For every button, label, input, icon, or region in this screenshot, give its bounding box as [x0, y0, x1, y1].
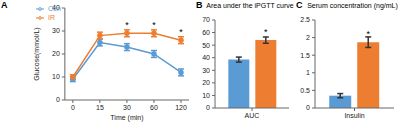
svg-text:120: 120 — [175, 104, 187, 111]
svg-text:40: 40 — [52, 4, 60, 11]
svg-text:10: 10 — [202, 92, 210, 99]
svg-text:0: 0 — [206, 104, 210, 111]
svg-text:*: * — [152, 20, 156, 30]
svg-text:0: 0 — [306, 104, 310, 111]
svg-text:0: 0 — [71, 104, 75, 111]
svg-text:*: * — [366, 29, 370, 39]
svg-text:15: 15 — [96, 104, 104, 111]
svg-text:60: 60 — [150, 104, 158, 111]
svg-text:20: 20 — [202, 79, 210, 86]
svg-text:30: 30 — [123, 104, 131, 111]
svg-text:70: 70 — [202, 16, 210, 23]
svg-text:60: 60 — [202, 29, 210, 36]
svg-text:20: 20 — [52, 50, 60, 57]
svg-text:Insulin: Insulin — [344, 112, 364, 119]
svg-text:10: 10 — [52, 73, 60, 80]
svg-text:1: 1 — [306, 69, 310, 76]
svg-text:1.5: 1.5 — [300, 52, 310, 59]
svg-text:30: 30 — [52, 27, 60, 34]
svg-text:*: * — [179, 27, 183, 37]
svg-text:*: * — [125, 20, 129, 30]
svg-text:AUC: AUC — [245, 112, 260, 119]
svg-text:Glucose(mmol/L): Glucose(mmol/L) — [33, 27, 41, 80]
svg-text:2.5: 2.5 — [300, 16, 310, 23]
svg-text:Time (min): Time (min) — [110, 114, 143, 122]
svg-text:*: * — [264, 27, 268, 37]
svg-text:50: 50 — [202, 42, 210, 49]
svg-text:40: 40 — [202, 54, 210, 61]
svg-text:30: 30 — [202, 67, 210, 74]
svg-text:0: 0 — [56, 96, 60, 103]
svg-text:2: 2 — [306, 34, 310, 41]
svg-text:0.5: 0.5 — [300, 87, 310, 94]
